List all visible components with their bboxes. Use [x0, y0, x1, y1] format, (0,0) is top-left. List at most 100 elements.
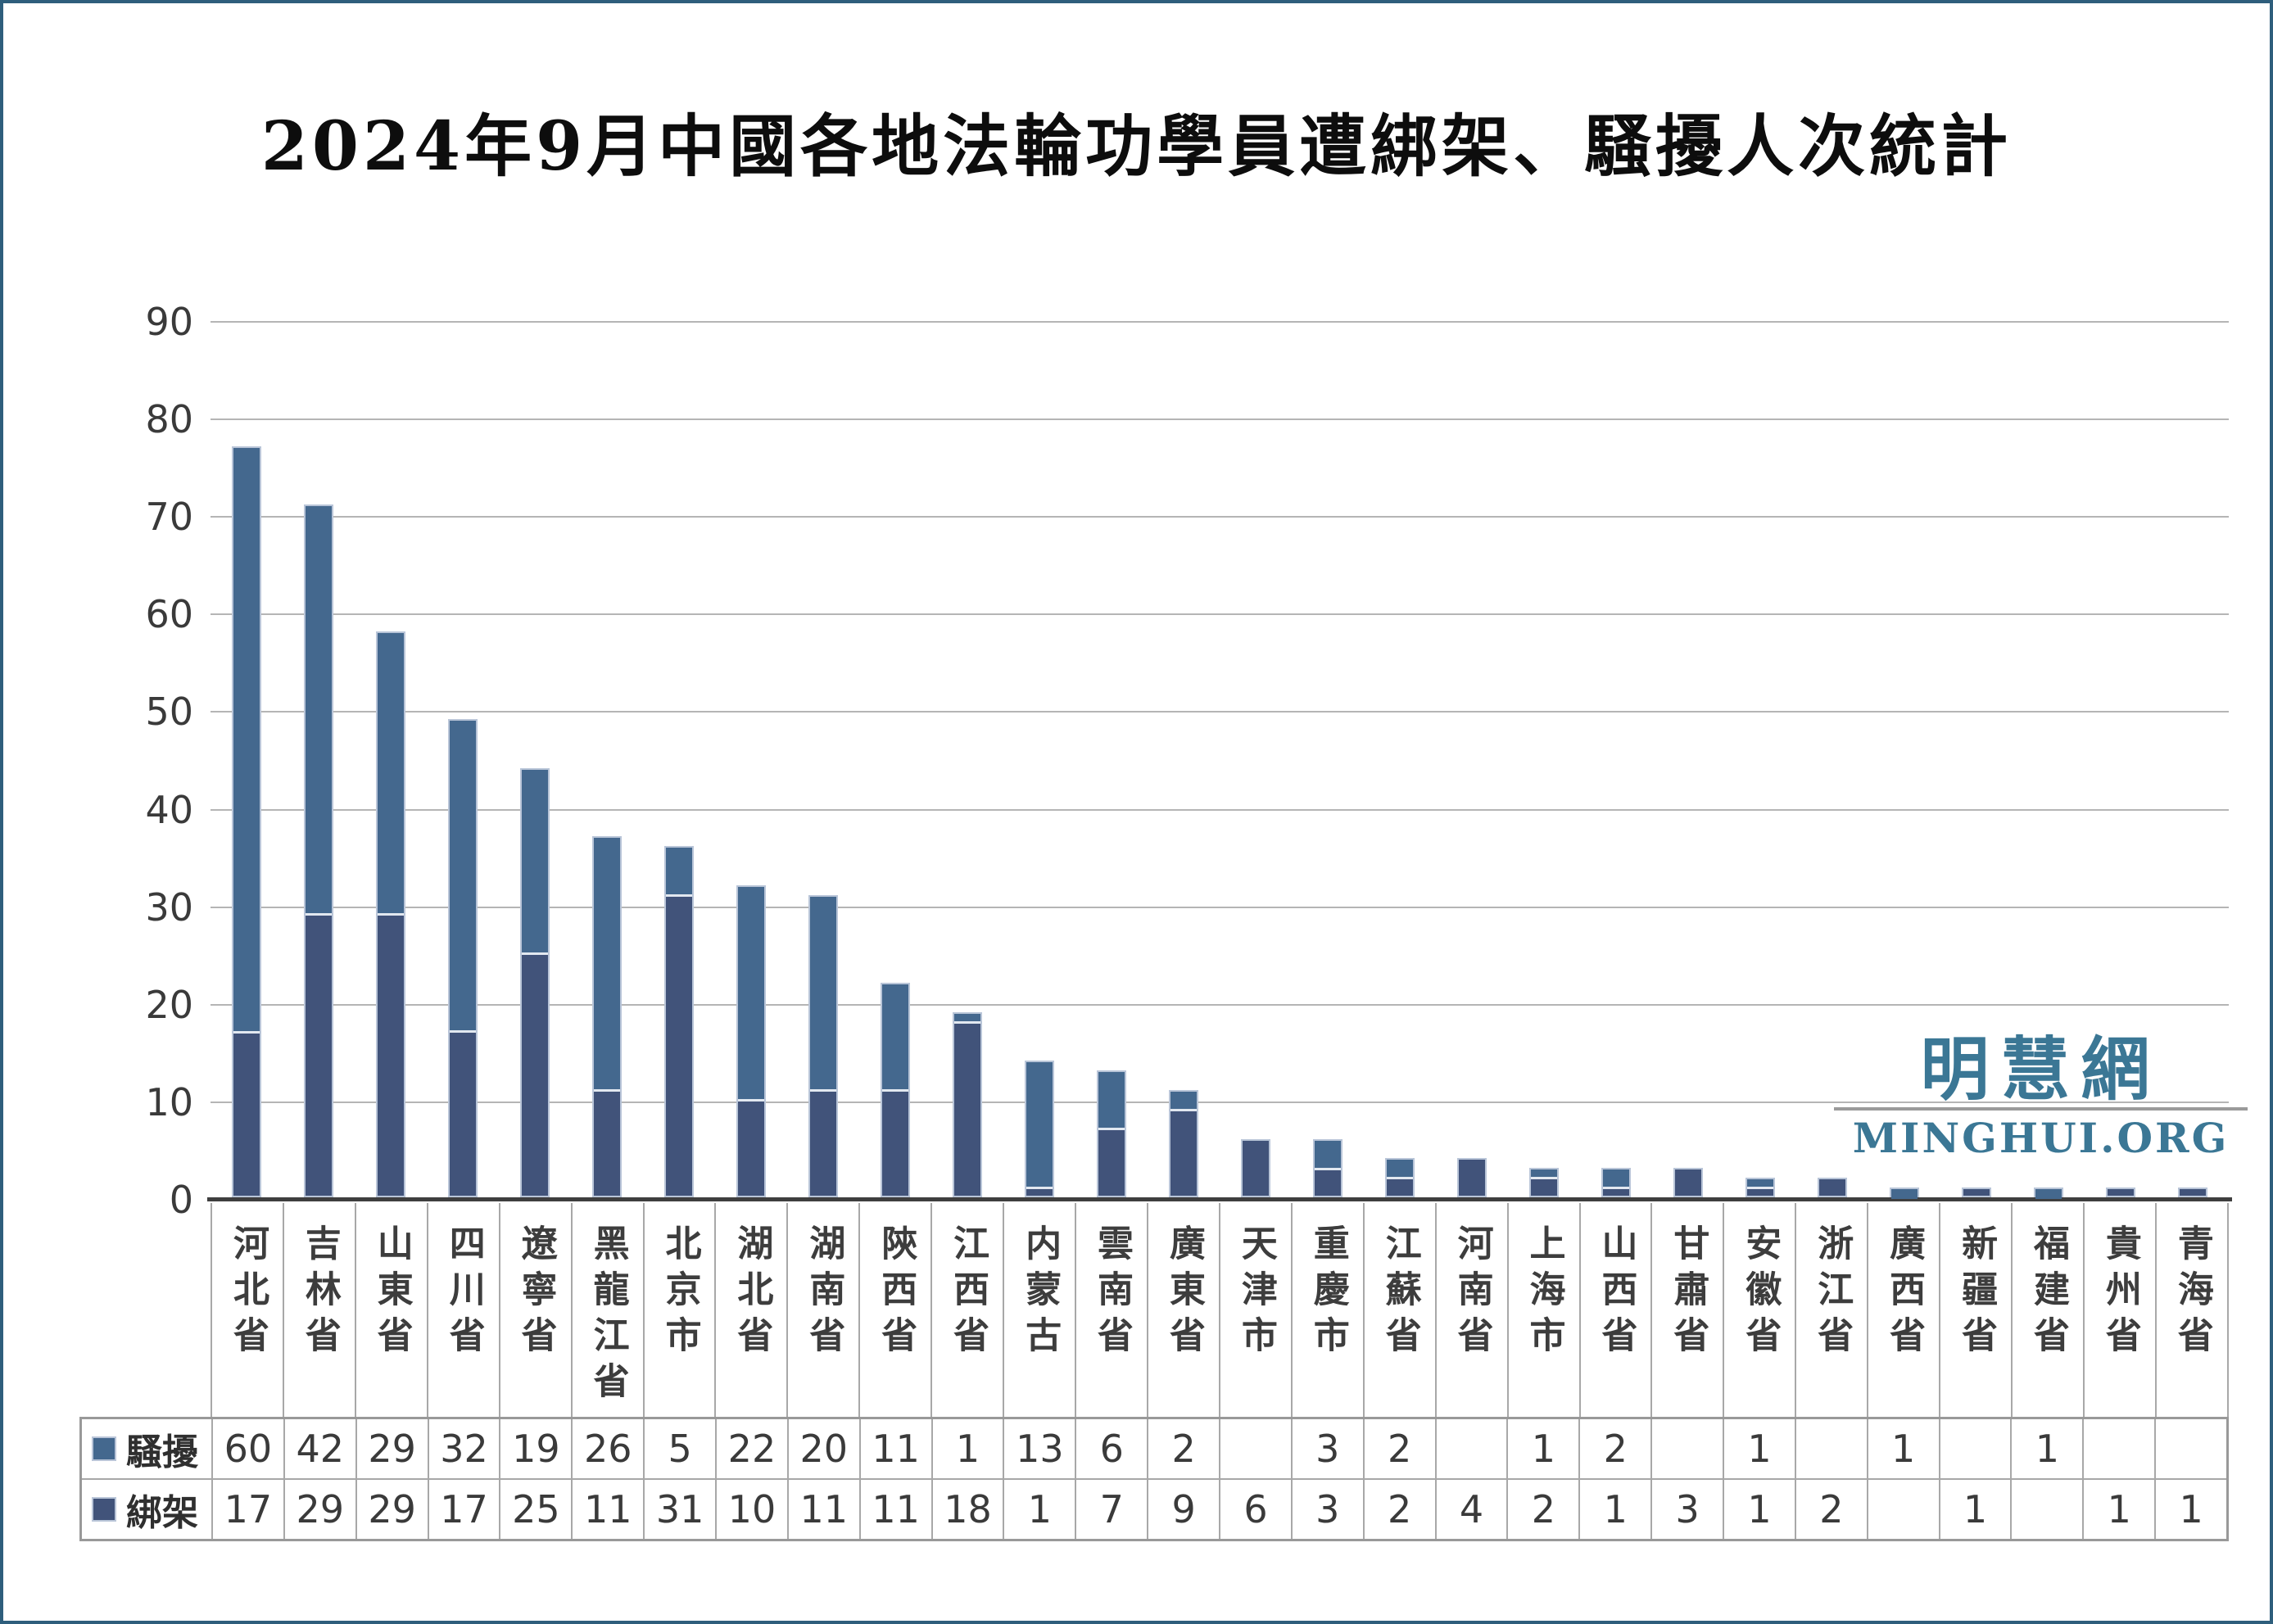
bar — [1385, 1158, 1415, 1197]
x-axis-category-label: 甘肅省 — [1667, 1224, 1709, 1362]
table-cell-kidnapping: 11 — [858, 1480, 931, 1539]
x-axis-category-cell: 江蘇省 — [1362, 1203, 1435, 1417]
legend-label-harassment: 騷擾 — [126, 1432, 198, 1473]
bar-segment-harassment — [233, 448, 260, 1034]
table-cell-harassment: 1 — [1866, 1419, 1939, 1478]
gridline — [211, 1003, 2229, 1006]
x-axis-category-cell: 新疆省 — [1939, 1203, 2011, 1417]
bar — [2178, 1187, 2207, 1197]
bar-segment-kidnapping — [1170, 1111, 1197, 1196]
y-axis-tick-label: 80 — [145, 397, 193, 442]
x-axis-category-label: 廣東省 — [1162, 1224, 1205, 1362]
table-cell-kidnapping — [2010, 1480, 2082, 1539]
y-axis-tick-label: 70 — [145, 495, 193, 540]
x-axis-category-label: 山西省 — [1595, 1224, 1637, 1362]
bar — [736, 885, 766, 1197]
bar — [1601, 1168, 1631, 1197]
legend-swatch-kidnapping — [92, 1497, 116, 1522]
x-axis-category-label: 安徽省 — [1739, 1224, 1782, 1362]
minghui-logo-latin-text: MINGHUI.ORG — [1852, 1114, 2230, 1162]
table-row-harassment: 騷擾 60 42 29 32 19 26 5 22 20 11 1 13 6 2 3 2 1 2 1 1 1 — [82, 1419, 2226, 1480]
x-axis-category-cell: 上海市 — [1506, 1203, 1579, 1417]
bar-segment-kidnapping — [1026, 1189, 1053, 1196]
table-cell-kidnapping: 31 — [643, 1480, 715, 1539]
x-axis-category-cell: 山西省 — [1578, 1203, 1651, 1417]
table-cell-kidnapping: 2 — [1794, 1480, 1867, 1539]
y-axis-tick-label: 30 — [145, 884, 193, 930]
bar-segment-harassment — [810, 897, 836, 1092]
bar-segment-kidnapping — [450, 1033, 476, 1196]
bar — [1169, 1090, 1198, 1197]
bar-segment-kidnapping — [1747, 1189, 1773, 1196]
bar — [1746, 1178, 1775, 1197]
legend-label-kidnapping: 綁架 — [126, 1492, 198, 1534]
x-axis-category-label: 江西省 — [947, 1224, 989, 1362]
table-cell-kidnapping: 1 — [1003, 1480, 1075, 1539]
bar-segment-kidnapping — [2108, 1189, 2134, 1196]
x-axis-category-label: 江蘇省 — [1379, 1224, 1421, 1362]
minghui-logo-cjk-text: 明慧網 — [1920, 1029, 2162, 1110]
bar-segment-kidnapping — [1819, 1179, 1845, 1196]
table-cell-kidnapping: 2 — [1362, 1480, 1435, 1539]
x-axis-category-label: 内蒙古 — [1019, 1224, 1062, 1362]
bar-segment-kidnapping — [306, 916, 332, 1196]
x-axis-category-label: 黑龍江省 — [586, 1224, 629, 1408]
x-axis-category-cell: 山東省 — [354, 1203, 427, 1417]
y-axis-tick-label: 20 — [145, 982, 193, 1027]
data-table: 騷擾 60 42 29 32 19 26 5 22 20 11 1 13 6 2 3 2 1 2 1 1 1 綁架 17… — [79, 1417, 2229, 1541]
table-cell-harassment: 20 — [786, 1419, 859, 1478]
table-cell-kidnapping: 3 — [1290, 1480, 1363, 1539]
bar — [1097, 1070, 1126, 1197]
bar-segment-kidnapping — [1098, 1130, 1125, 1196]
minghui-logo: 明慧網 MINGHUI.ORG — [1834, 1034, 2248, 1162]
bar — [1457, 1158, 1487, 1197]
x-axis-category-cell: 廣西省 — [1867, 1203, 1939, 1417]
x-axis-category-cell: 湖北省 — [714, 1203, 786, 1417]
x-axis-category-label: 四川省 — [442, 1224, 485, 1362]
x-axis-category-label: 浙江省 — [1811, 1224, 1854, 1362]
x-axis-category-cell: 重慶市 — [1290, 1203, 1363, 1417]
x-axis-category-cell: 黑龍江省 — [570, 1203, 643, 1417]
bar-segment-kidnapping — [1963, 1189, 1990, 1196]
x-axis-category-cell: 安徽省 — [1723, 1203, 1795, 1417]
legend-item-harassment: 騷擾 — [82, 1419, 211, 1478]
x-axis-category-label: 廣西省 — [1883, 1224, 1926, 1362]
table-cell-harassment — [2082, 1419, 2154, 1478]
bar-segment-harassment — [1747, 1179, 1773, 1189]
table-cell-kidnapping: 18 — [930, 1480, 1003, 1539]
x-axis-category-cell: 天津市 — [1218, 1203, 1291, 1417]
chart-title: 2024年9月中國各地法輪功學員遭綁架、騷擾人次統計 — [260, 107, 2013, 186]
table-cell-harassment — [1650, 1419, 1723, 1478]
bar-segment-kidnapping — [1315, 1170, 1341, 1196]
bar — [1673, 1168, 1703, 1197]
x-axis-category-row: 河北省 吉林省 山東省 四川省 遼寧省 黑龍江省 北京市 湖北省 湖南省 陝西省 江西省 内蒙古 雲南省… — [211, 1203, 2229, 1417]
x-axis-category-label: 貴州省 — [2099, 1224, 2141, 1362]
x-axis-category-label: 遼寧省 — [514, 1224, 557, 1362]
table-cell-harassment — [1794, 1419, 1867, 1478]
gridline — [211, 808, 2229, 811]
table-cell-kidnapping: 1 — [1938, 1480, 2011, 1539]
x-axis-category-label: 北京市 — [659, 1224, 701, 1362]
table-cell-harassment: 26 — [571, 1419, 643, 1478]
bar-segment-kidnapping — [666, 897, 692, 1196]
x-axis-category-cell: 遼寧省 — [498, 1203, 571, 1417]
bar-segment-kidnapping — [1243, 1141, 1269, 1196]
gridline — [211, 906, 2229, 908]
bar-segment-kidnapping — [2180, 1189, 2206, 1196]
table-cell-harassment: 2 — [1578, 1419, 1650, 1478]
bar-segment-kidnapping — [1459, 1160, 1485, 1196]
table-cell-kidnapping: 11 — [571, 1480, 643, 1539]
table-cell-harassment: 2 — [1147, 1419, 1219, 1478]
x-axis-category-cell: 甘肅省 — [1650, 1203, 1723, 1417]
table-cell-harassment: 1 — [2010, 1419, 2082, 1478]
gridline — [211, 613, 2229, 616]
table-cell-harassment: 3 — [1290, 1419, 1363, 1478]
gridline — [211, 711, 2229, 713]
table-cell-harassment: 1 — [1506, 1419, 1578, 1478]
table-cell-harassment: 1 — [1723, 1419, 1795, 1478]
table-cell-harassment: 1 — [930, 1419, 1003, 1478]
table-cell-harassment: 5 — [643, 1419, 715, 1478]
table-cell-kidnapping: 1 — [2154, 1480, 2226, 1539]
bar-segment-harassment — [1387, 1160, 1413, 1179]
bar — [1890, 1187, 1919, 1199]
